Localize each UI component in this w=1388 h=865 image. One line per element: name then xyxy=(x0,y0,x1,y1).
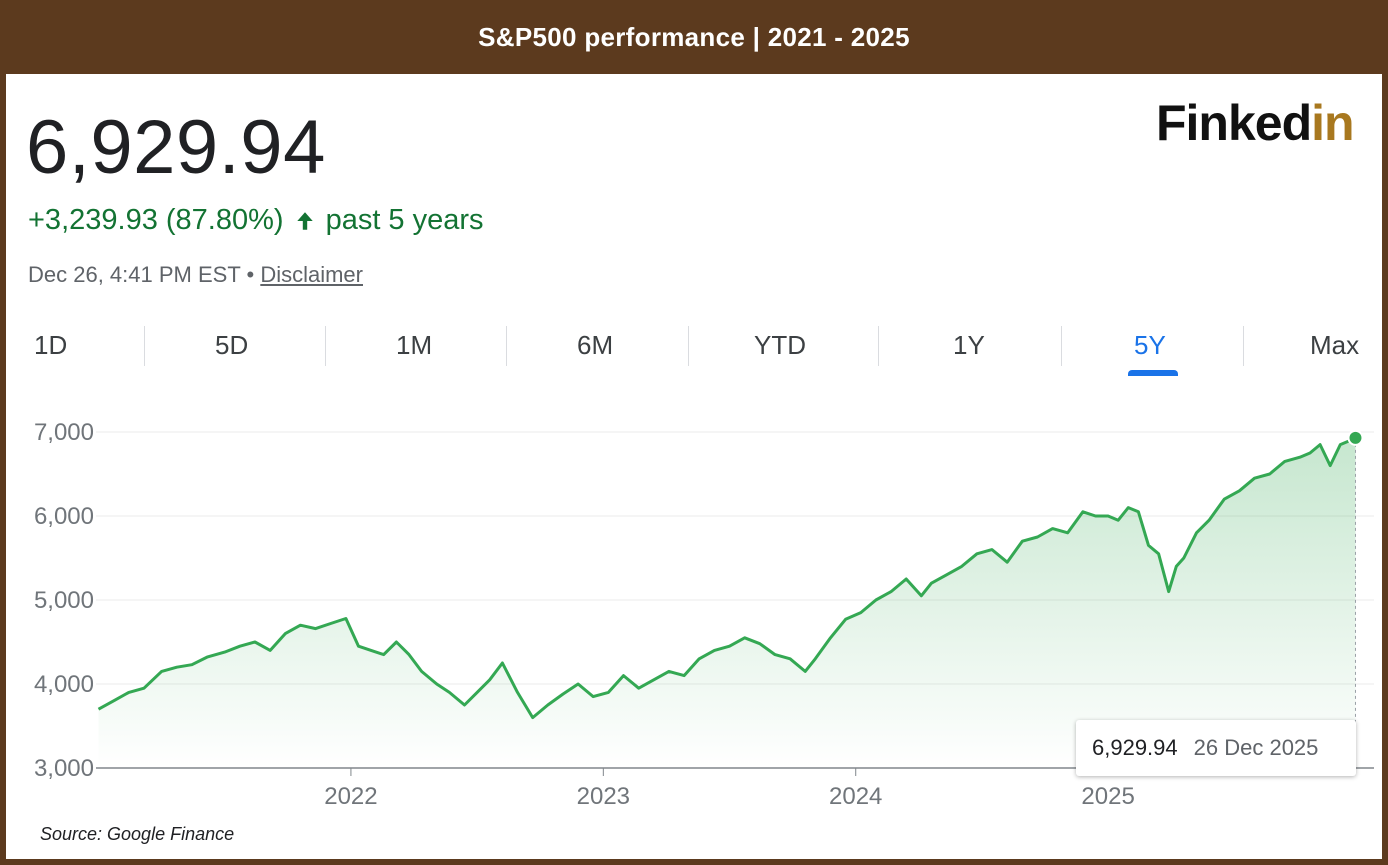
y-tick-label: 4,000 xyxy=(34,671,94,698)
tab-5d[interactable]: 5D xyxy=(215,329,249,360)
tab-divider xyxy=(1061,326,1062,366)
hover-tooltip: 6,929.94 26 Dec 2025 xyxy=(1076,720,1356,776)
y-tick-label: 3,000 xyxy=(34,755,94,782)
quote-panel: 6,929.94 +3,239.93 (87.80%) past 5 years… xyxy=(6,74,1382,859)
price-change: +3,239.93 (87.80%) past 5 years xyxy=(28,204,484,237)
x-tick-label: 2025 xyxy=(1081,783,1134,810)
change-period: past 5 years xyxy=(325,204,484,236)
y-tick-label: 7,000 xyxy=(34,419,94,446)
tab-1m[interactable]: 1M xyxy=(396,329,433,360)
tab-divider xyxy=(325,326,326,366)
arrow-up-icon xyxy=(296,211,313,230)
tab-1y[interactable]: 1Y xyxy=(953,329,985,360)
tab-5y[interactable]: 5Y xyxy=(1134,329,1166,360)
source-note: Source: Google Finance xyxy=(40,824,235,844)
y-tick-label: 6,000 xyxy=(34,503,94,530)
x-tick-label: 2024 xyxy=(829,783,882,810)
tab-divider xyxy=(1243,326,1244,366)
x-tick-label: 2022 xyxy=(324,783,377,810)
change-value: +3,239.93 (87.80%) xyxy=(28,204,284,236)
current-price: 6,929.94 xyxy=(26,105,326,190)
range-tabs: 1D 5D 1M 6M YTD 1Y 5Y Max xyxy=(6,322,1382,376)
tab-ytd[interactable]: YTD xyxy=(754,329,806,360)
tab-divider xyxy=(688,326,689,366)
tab-max[interactable]: Max xyxy=(1310,329,1360,360)
active-tab-indicator xyxy=(1128,370,1178,376)
tab-divider xyxy=(506,326,507,366)
tooltip-value: 6,929.94 xyxy=(1092,735,1178,760)
y-axis: 7,000 6,000 5,000 4,000 3,000 xyxy=(34,419,94,782)
x-axis: 2022 2023 2024 2025 xyxy=(324,768,1135,810)
logo-text: Finked xyxy=(1156,95,1312,151)
series-area xyxy=(98,437,1356,768)
tooltip-date: 26 Dec 2025 xyxy=(1193,735,1319,760)
timestamp-line: Dec 26, 4:41 PM EST • Disclaimer xyxy=(28,262,363,288)
banner-title: S&P500 performance | 2021 - 2025 xyxy=(478,21,910,52)
logo-text-accent: in xyxy=(1311,95,1354,151)
last-point-marker xyxy=(1347,429,1364,446)
tab-1d[interactable]: 1D xyxy=(34,329,68,360)
disclaimer-link[interactable]: Disclaimer xyxy=(260,262,363,287)
tab-6m[interactable]: 6M xyxy=(577,329,614,360)
tab-divider xyxy=(144,326,145,366)
y-tick-label: 5,000 xyxy=(34,587,94,614)
series-line xyxy=(97,436,1357,720)
timestamp: Dec 26, 4:41 PM EST • xyxy=(28,262,255,287)
x-tick-label: 2023 xyxy=(577,783,630,810)
tab-divider xyxy=(878,326,879,366)
brand-logo: Finkedin xyxy=(1156,94,1355,152)
